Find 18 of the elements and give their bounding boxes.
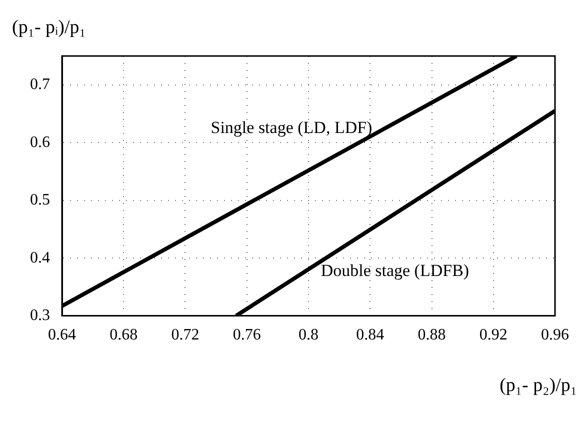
- x-axis-title: (p₁- p₂)/p₁: [500, 374, 577, 396]
- y-tick-label: 0.5: [30, 192, 50, 209]
- x-tick-label: 0.88: [418, 326, 446, 344]
- x-tick-label: 0.64: [48, 326, 76, 344]
- series-label: Single stage (LD, LDF): [210, 118, 372, 138]
- y-tick-label: 0.7: [30, 76, 50, 94]
- y-axis-title: (p₁- pᵢ)/p₁: [12, 16, 86, 38]
- series-label: Double stage (LDFB): [320, 261, 470, 280]
- x-tick-label: 0.92: [479, 326, 508, 344]
- y-tick-label: 0.4: [30, 249, 50, 266]
- x-tick-label: 0.96: [541, 326, 569, 344]
- x-tick-label: 0.72: [171, 326, 200, 344]
- x-tick-label: 0.8: [298, 326, 318, 344]
- x-tick-label: 0.76: [232, 326, 261, 344]
- x-tick-label: 0.68: [110, 326, 138, 344]
- y-tick-label: 0.6: [30, 134, 50, 151]
- x-tick-label: 0.84: [356, 326, 384, 344]
- y-tick-label: 0.3: [30, 307, 50, 324]
